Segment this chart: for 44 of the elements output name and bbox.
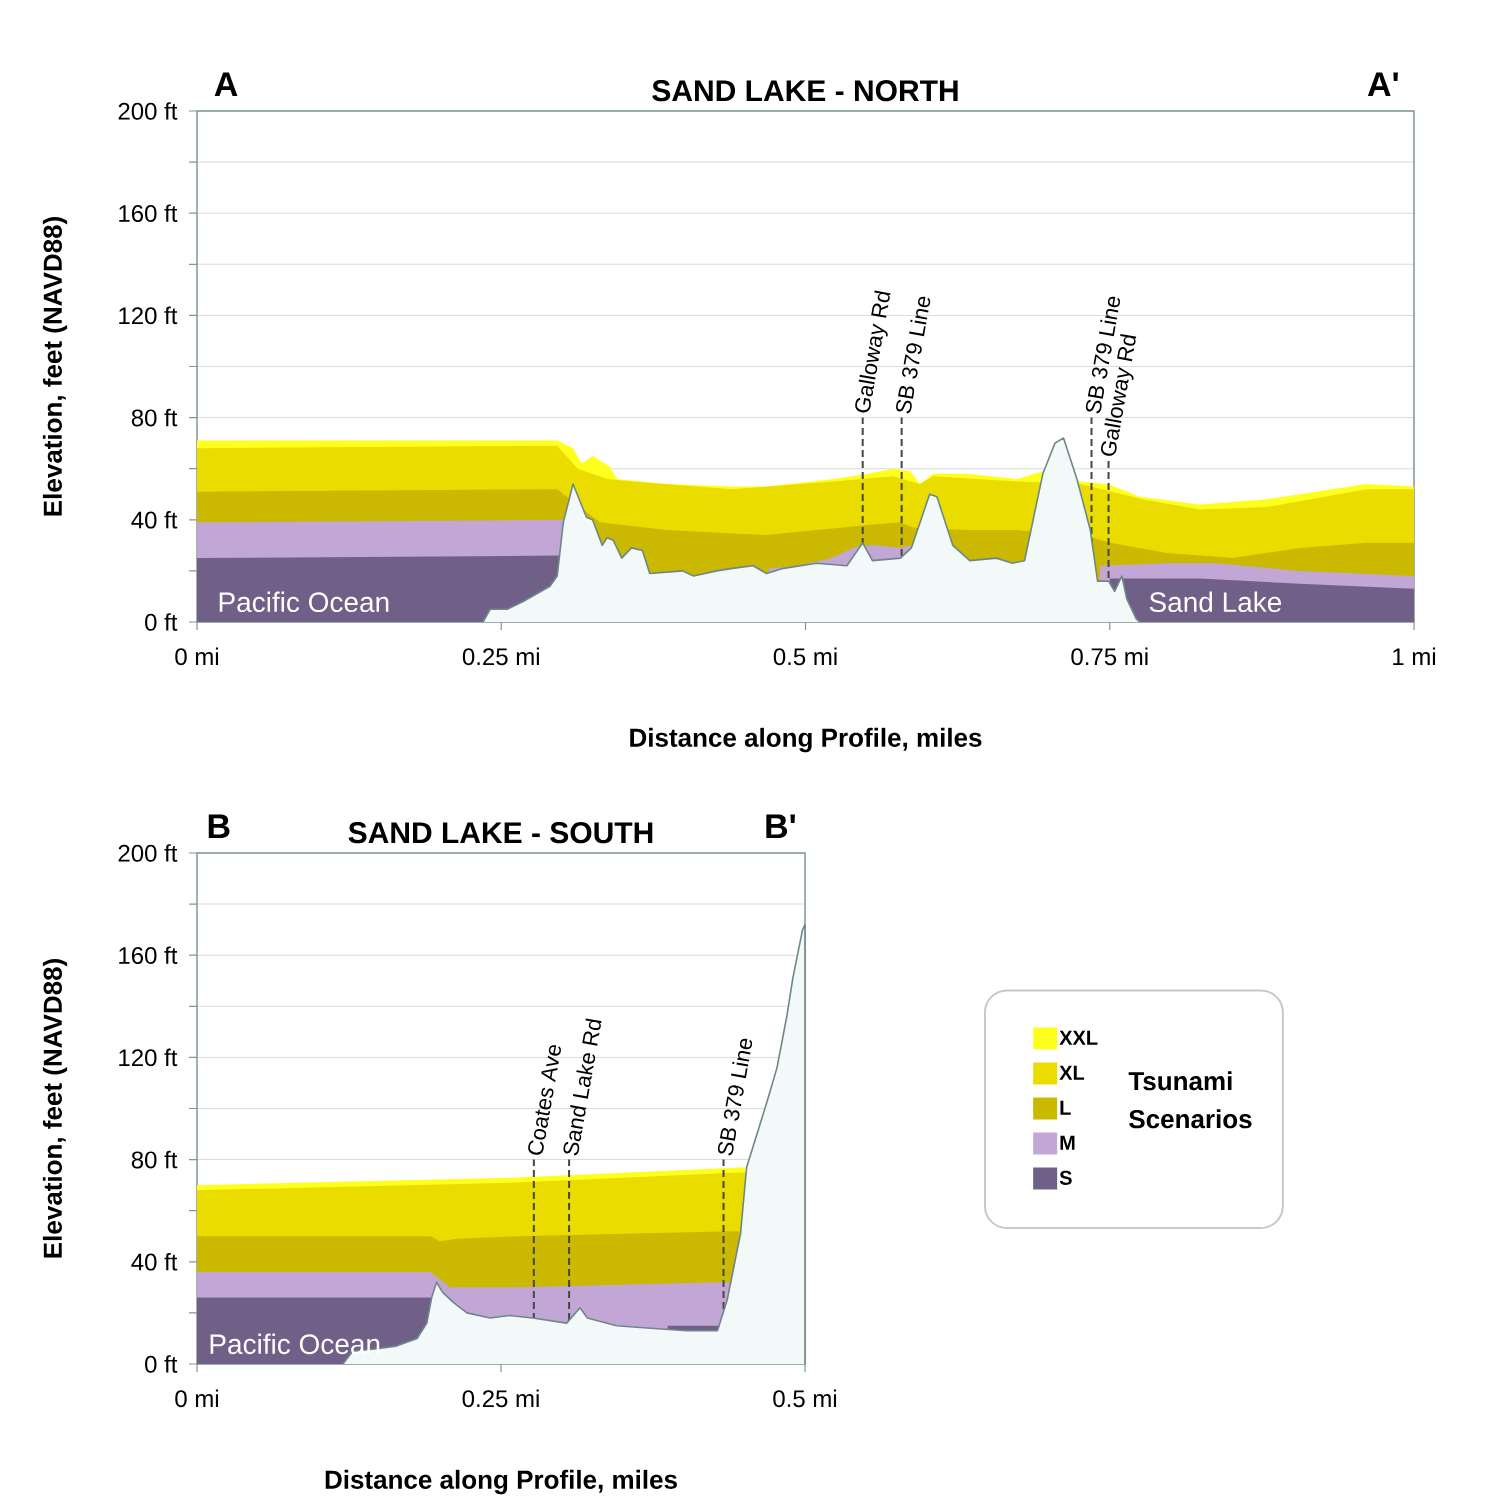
- chart-title: SAND LAKE - SOUTH: [348, 822, 653, 844]
- y-tick-label: 80 ft: [131, 1150, 178, 1169]
- ref-line-label: SB 379 Line: [896, 296, 931, 414]
- text: A': [1367, 72, 1398, 97]
- annotation: Pacific Ocean: [210, 1333, 380, 1355]
- y-tick-label: 80 ft: [131, 408, 178, 427]
- y-tick-label: 0 ft: [145, 1355, 178, 1373]
- x-tick-label: 0.25 mi: [462, 647, 539, 666]
- legend-label: XXL: [1059, 1030, 1098, 1045]
- y-tick-label: 160 ft: [119, 204, 178, 222]
- x-tick-label: 1 mi: [1393, 647, 1436, 665]
- y-tick-label: 0 ft: [145, 613, 178, 631]
- y-tick-label: 40 ft: [131, 511, 178, 529]
- x-tick-label: 0.5 mi: [773, 1389, 837, 1408]
- ref-line-label: Coates Ave: [528, 1045, 561, 1155]
- ref-line-label: Galloway Rd: [855, 290, 891, 413]
- ref-line-label: SB 379 Line: [717, 1038, 753, 1156]
- y-tick-label: 200 ft: [118, 102, 178, 120]
- x-axis-title: Distance along Profile, miles: [630, 727, 982, 753]
- text: B': [766, 814, 795, 839]
- text: B: [208, 814, 230, 839]
- y-axis-title: Elevation, feet (NAVD88): [42, 217, 68, 516]
- ref-line-label: Sand Lake Rd: [563, 1018, 602, 1156]
- annotation: Pacific Ocean: [219, 591, 389, 613]
- x-tick-label: 0.5 mi: [773, 647, 837, 666]
- legend-title: Tsunami Scenarios: [1128, 1071, 1252, 1129]
- text: A: [214, 72, 238, 97]
- x-axis-title: Distance along Profile, miles: [325, 1469, 677, 1495]
- x-tick-label: 0.25 mi: [462, 1389, 539, 1408]
- y-tick-label: 200 ft: [118, 844, 178, 862]
- legend-label: M: [1060, 1135, 1075, 1150]
- chart-title: SAND LAKE - NORTH: [652, 80, 958, 102]
- y-tick-label: 40 ft: [131, 1253, 178, 1271]
- x-tick-label: 0.75 mi: [1071, 647, 1148, 666]
- x-tick-label: 0 mi: [175, 647, 219, 666]
- y-tick-label: 160 ft: [119, 946, 178, 964]
- x-tick-label: 0 mi: [175, 1389, 219, 1408]
- y-tick-label: 120 ft: [119, 1048, 178, 1067]
- annotation: Sand Lake: [1149, 591, 1282, 613]
- y-tick-label: 120 ft: [119, 306, 178, 325]
- legend-label: L: [1060, 1100, 1071, 1115]
- legend-label: S: [1059, 1170, 1072, 1185]
- y-axis-title: Elevation, feet (NAVD88): [42, 959, 68, 1258]
- legend-label: XL: [1059, 1065, 1085, 1080]
